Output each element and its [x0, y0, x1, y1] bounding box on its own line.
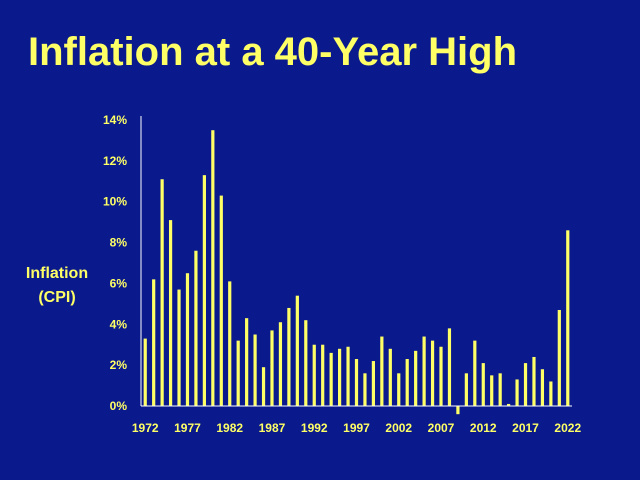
x-tick-label: 2012 [470, 421, 497, 435]
y-tick-label: 14% [103, 113, 127, 127]
x-axis-ticks: 1972 1977 1982 1987 1992 1997 2002 2007 2012 2017… [132, 421, 582, 435]
bar-2010 [464, 373, 468, 406]
bar-1972 [143, 338, 147, 406]
bar-2018 [532, 356, 536, 406]
bar-2005 [422, 336, 426, 406]
x-tick-label: 1982 [216, 421, 243, 435]
bar-1990 [295, 295, 299, 406]
y-axis-ticks: 0% 2% 4% 6% 8% 10% 12% 14% [103, 113, 127, 413]
bar-2007 [439, 346, 443, 406]
bar-1996 [346, 346, 350, 406]
bar-1981 [219, 195, 223, 406]
y-tick-label: 8% [110, 236, 128, 250]
bar-2000 [380, 336, 384, 406]
y-axis-label: Inflation (CPI) [10, 262, 104, 310]
bar-1982 [228, 281, 232, 406]
bar-2013 [490, 375, 494, 406]
x-tick-label: 1997 [343, 421, 370, 435]
bar-1987 [270, 330, 274, 406]
bar-2021 [557, 309, 561, 406]
x-tick-label: 1987 [259, 421, 286, 435]
bar-1974 [160, 179, 164, 406]
bar-2015 [507, 403, 511, 406]
bar-1988 [278, 322, 283, 406]
bar-1975 [168, 220, 173, 406]
bar-2022 [566, 230, 570, 406]
y-tick-label: 0% [110, 399, 128, 413]
bar-2014 [498, 373, 502, 406]
bar-1980 [211, 130, 215, 406]
bar-2019 [540, 369, 545, 406]
bar-2017 [523, 363, 528, 406]
bar-1989 [287, 307, 291, 406]
y-axis-label-line2: (CPI) [38, 289, 76, 306]
bar-2009 [456, 406, 460, 415]
bar-1992 [312, 344, 316, 406]
x-tick-label: 2017 [512, 421, 539, 435]
y-axis-label-line1: Inflation [25, 265, 89, 282]
bar-2020 [549, 381, 553, 406]
bar-2012 [481, 363, 485, 406]
x-tick-label: 2007 [428, 421, 455, 435]
x-tick-label: 1972 [132, 421, 159, 435]
y-tick-label: 4% [110, 317, 128, 331]
bar-1979 [202, 175, 206, 406]
x-tick-label: 1977 [174, 421, 201, 435]
bars [143, 130, 570, 415]
bar-1985 [253, 334, 257, 406]
bar-1999 [371, 361, 376, 406]
bar-1994 [329, 352, 333, 406]
bar-1978 [194, 250, 198, 406]
bar-1995 [337, 348, 342, 406]
bar-1998 [363, 373, 367, 406]
bar-1986 [261, 367, 266, 406]
bar-2006 [430, 340, 435, 406]
bar-1984 [245, 318, 249, 406]
bar-1976 [177, 289, 181, 406]
y-tick-label: 12% [103, 154, 127, 168]
x-tick-label: 2002 [385, 421, 412, 435]
bar-2004 [414, 350, 418, 406]
bar-2003 [405, 359, 409, 406]
bar-1973 [152, 279, 156, 406]
bar-1991 [304, 320, 308, 406]
bar-2008 [447, 328, 452, 406]
bar-1993 [321, 344, 325, 406]
bar-2001 [388, 348, 392, 406]
bar-1997 [354, 359, 359, 406]
x-tick-label: 2022 [554, 421, 581, 435]
y-tick-label: 10% [103, 195, 127, 209]
bar-2002 [397, 373, 401, 406]
bar-2011 [473, 340, 477, 406]
bar-2016 [515, 379, 519, 406]
y-tick-label: 2% [110, 358, 128, 372]
x-tick-label: 1992 [301, 421, 328, 435]
y-tick-label: 6% [110, 276, 128, 290]
bar-1977 [185, 273, 190, 406]
bar-1983 [236, 340, 240, 406]
chart-title: Inflation at a 40-Year High [28, 30, 518, 74]
